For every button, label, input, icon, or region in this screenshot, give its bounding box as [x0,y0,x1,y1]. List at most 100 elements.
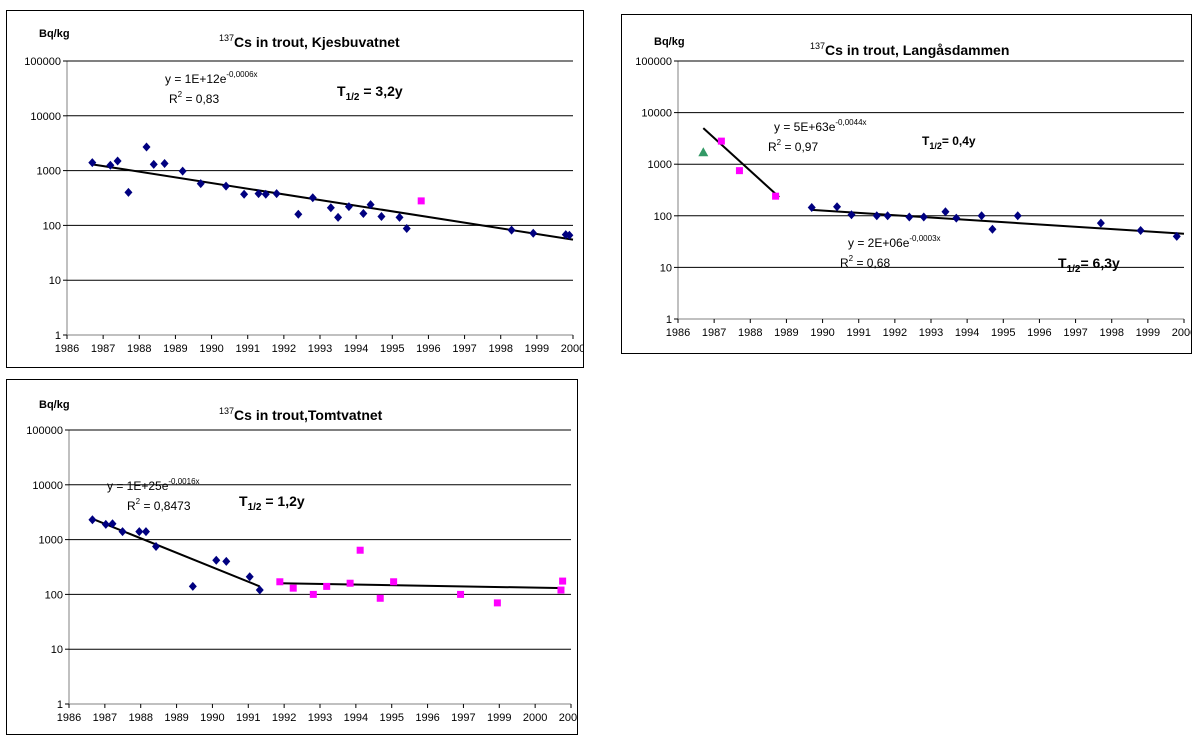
chart-title: 137Cs in trout, Langåsdammen [810,41,1009,58]
data-point-diamond [1136,225,1145,235]
data-point-diamond [141,527,150,537]
x-tick-label: 1997 [451,712,475,724]
data-point-diamond [366,200,375,210]
y-tick-label: 1 [57,699,63,711]
data-point-diamond [142,142,151,152]
data-point-diamond [529,228,538,238]
x-tick-label: 1996 [415,712,439,724]
x-tick-label: 1988 [738,327,762,339]
data-point-square [417,197,425,205]
x-tick-label: 1996 [416,343,440,355]
trendline [92,517,261,588]
y-tick-label: 10000 [641,108,672,120]
y-tick-label: 100000 [26,425,63,437]
data-point-diamond [977,211,986,221]
data-point-diamond [359,208,368,218]
x-tick-label: 1989 [163,343,187,355]
x-tick-label: 1986 [666,327,690,339]
data-point-diamond [222,181,231,191]
y-tick-label: 100000 [24,56,61,68]
r-squared-late: R2 = 0,68 [840,254,890,270]
x-tick-label: 1997 [1063,327,1087,339]
chart-tomtvatnet: Bq/kg 137Cs in trout,Tomtvatnet 1 10 100 10… [6,379,578,735]
x-tick-label: 1990 [810,327,834,339]
chart-title: 137Cs in trout,Tomtvatnet [219,406,383,423]
data-point-square [376,594,384,602]
x-tick-label: 1998 [488,343,512,355]
y-tick-label: 1000 [648,159,672,171]
data-point-diamond [196,179,205,189]
data-point-triangle [698,147,709,157]
x-tick-label: 1995 [380,343,404,355]
data-point-square [772,192,780,200]
x-tick-label: 1993 [919,327,943,339]
data-point-diamond [152,541,161,551]
r-squared: R2 = 0,8473 [127,497,191,513]
data-point-square [493,599,501,607]
data-point-diamond [883,211,892,221]
x-tick-label: 1993 [308,712,332,724]
data-point-diamond [377,212,386,222]
y-tick-label: 1000 [37,166,61,178]
x-tick-label: 1990 [200,712,224,724]
data-point-diamond [326,203,335,213]
data-point-diamond [88,515,97,525]
data-point-diamond [113,156,122,166]
chart-kjesbuvatnet: Bq/kg 137Cs in trout, Kjesbuvatnet 1 10 10… [6,10,584,368]
data-point-diamond [255,585,264,595]
x-tick-label: 1989 [774,327,798,339]
y-unit-label: Bq/kg [39,28,70,40]
data-point-diamond [988,224,997,234]
data-point-square [323,582,331,590]
data-point-diamond [334,212,343,222]
data-point-diamond [395,212,404,222]
x-tick-label: 1989 [164,712,188,724]
y-tick-label: 1 [55,330,61,342]
y-tick-label: 100 [43,220,61,232]
regression-equation: y = 1E+25e-0,0016x [107,477,200,493]
x-tick-label: 1987 [702,327,726,339]
data-point-square [735,167,743,175]
data-point-diamond [507,225,516,235]
x-tick-label: 1997 [452,343,476,355]
data-point-diamond [212,555,221,565]
y-unit-label: Bq/kg [654,36,685,48]
x-tick-label: 1996 [1027,327,1051,339]
data-point-diamond [188,581,197,591]
data-point-square [356,546,364,554]
x-tick-label: 2000 [561,343,583,355]
data-point-diamond [807,202,816,212]
x-tick-label: 1993 [308,343,332,355]
data-point-diamond [106,160,115,170]
x-tick-label: 1986 [57,712,81,724]
x-tick-label: 1998 [1099,327,1123,339]
data-point-square [717,137,725,145]
data-point-diamond [344,202,353,212]
data-point-diamond [101,519,110,529]
y-tick-label: 10 [51,644,63,656]
half-life-early: T1/2= 0,4y [922,134,976,151]
y-unit-label: Bq/kg [39,399,70,411]
data-point-square [346,579,354,587]
y-tick-label: 100 [654,211,672,223]
trendline [811,208,1185,235]
r-squared: R2 = 0,83 [169,90,219,106]
y-tick-label: 10 [49,275,61,287]
x-tick-label: 1990 [199,343,223,355]
y-tick-label: 10000 [32,480,63,492]
half-life-label: T1/2 = 3,2y [337,83,403,103]
trendline [702,127,780,198]
chart-langasdammen: Bq/kg 137Cs in trout, Langåsdammen 1 10 10… [621,14,1192,354]
x-tick-label: 1991 [236,712,260,724]
trendline [92,163,574,241]
half-life-label: T1/2 = 1,2y [239,493,305,513]
x-tick-label: 1999 [525,343,549,355]
data-point-diamond [308,193,317,203]
data-point-diamond [108,519,117,529]
chart-tomtvatnet-svg: Bq/kg 137Cs in trout,Tomtvatnet 1 10 100 10… [26,399,577,724]
y-tick-label: 10 [660,262,672,274]
data-point-diamond [294,209,303,219]
data-point-square [309,590,317,598]
data-point-diamond [952,213,961,223]
data-point-diamond [847,210,856,220]
